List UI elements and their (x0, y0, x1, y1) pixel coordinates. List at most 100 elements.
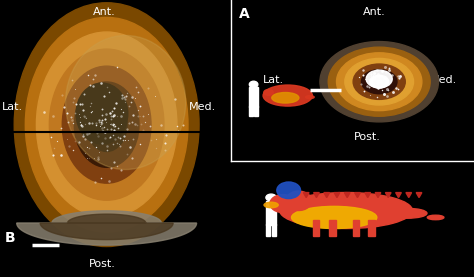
Point (97, 81, 105, 85)
Point (381, 81, 389, 85)
Text: Post.: Post. (89, 259, 115, 269)
Point (78, 102, 85, 106)
Point (144, 86, 152, 90)
Point (77, 123, 84, 127)
Point (98, 120, 105, 124)
Point (101, 130, 109, 135)
Point (136, 104, 144, 108)
Ellipse shape (306, 96, 314, 99)
Text: Med.: Med. (430, 75, 457, 85)
Point (118, 107, 125, 111)
Point (86, 103, 94, 108)
Point (381, 77, 388, 81)
Point (120, 133, 128, 138)
Ellipse shape (62, 66, 151, 183)
Point (103, 127, 110, 131)
Point (109, 123, 117, 127)
Point (356, 75, 363, 79)
Point (112, 101, 119, 106)
Point (374, 86, 382, 90)
Point (394, 74, 401, 79)
Point (375, 80, 383, 85)
Point (49, 153, 56, 158)
Point (122, 138, 129, 142)
Text: Lat.: Lat. (263, 75, 284, 85)
Point (179, 122, 187, 127)
Point (107, 127, 115, 131)
Ellipse shape (272, 93, 299, 103)
Point (171, 97, 179, 102)
Point (107, 117, 115, 121)
Point (373, 68, 381, 72)
Point (139, 128, 147, 132)
Point (97, 122, 105, 126)
Bar (313, 220, 319, 236)
Point (124, 138, 131, 142)
Point (70, 96, 78, 101)
Point (119, 110, 127, 114)
Polygon shape (345, 193, 350, 198)
Point (115, 142, 122, 146)
Polygon shape (396, 193, 401, 198)
Point (81, 114, 88, 118)
Point (92, 122, 100, 127)
Ellipse shape (285, 191, 312, 211)
Point (382, 75, 389, 79)
Bar (249, 87, 258, 107)
Point (109, 114, 117, 118)
Point (374, 94, 381, 99)
Point (129, 136, 137, 141)
Point (127, 100, 135, 104)
Point (363, 84, 371, 88)
Point (95, 117, 103, 122)
Point (121, 97, 128, 102)
Point (77, 120, 84, 124)
Text: B: B (5, 231, 15, 245)
Point (119, 138, 127, 143)
Point (132, 129, 139, 133)
Point (113, 141, 120, 145)
Point (72, 139, 79, 143)
Polygon shape (303, 193, 309, 198)
Point (68, 118, 75, 122)
Point (126, 121, 133, 126)
Point (394, 87, 402, 91)
Point (87, 109, 94, 114)
Point (85, 120, 92, 125)
Point (137, 142, 144, 147)
Point (386, 66, 393, 70)
Bar (329, 220, 336, 236)
Point (101, 135, 109, 140)
Point (110, 113, 118, 117)
Point (146, 124, 154, 128)
Ellipse shape (249, 81, 258, 88)
Ellipse shape (370, 75, 389, 88)
Point (79, 108, 87, 112)
Polygon shape (406, 193, 411, 198)
Ellipse shape (76, 83, 128, 144)
Point (157, 123, 165, 127)
Point (82, 150, 89, 155)
Point (382, 70, 390, 75)
Point (80, 132, 87, 136)
Point (374, 80, 382, 85)
Point (370, 77, 378, 81)
Point (379, 82, 387, 86)
Point (110, 128, 118, 132)
Point (373, 81, 381, 85)
Point (110, 124, 118, 128)
Point (375, 80, 383, 84)
Text: A: A (239, 7, 250, 21)
Point (381, 65, 389, 70)
Point (94, 157, 102, 161)
Ellipse shape (337, 53, 422, 111)
Point (103, 144, 111, 148)
Point (102, 112, 109, 116)
Point (81, 122, 88, 126)
Ellipse shape (353, 64, 405, 99)
Point (71, 111, 79, 115)
Point (69, 121, 76, 125)
Point (67, 115, 74, 119)
Point (361, 76, 369, 81)
Point (109, 122, 117, 126)
